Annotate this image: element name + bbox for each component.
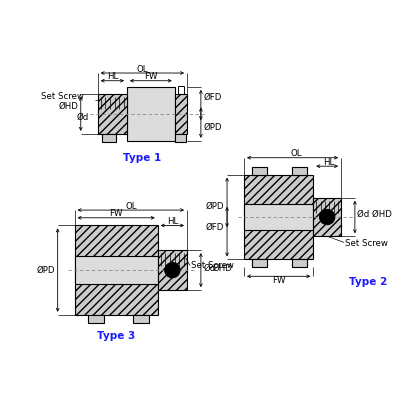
Text: ØPD: ØPD (204, 123, 223, 132)
Bar (252, 259, 267, 267)
Text: Ød ØHD: Ød ØHD (357, 209, 392, 218)
Text: Type 3: Type 3 (97, 332, 135, 342)
Bar (102, 134, 116, 141)
Text: Set Screw: Set Screw (41, 92, 84, 102)
Text: HL: HL (323, 158, 334, 167)
Bar (89, 315, 104, 322)
Text: FW: FW (109, 209, 123, 218)
Text: ØFD: ØFD (206, 223, 224, 232)
Text: OL: OL (136, 64, 148, 74)
Text: Ød: Ød (203, 263, 215, 272)
Text: ØHD: ØHD (59, 102, 79, 111)
Text: ØHD: ØHD (213, 263, 232, 272)
Text: OL: OL (125, 202, 136, 211)
Text: FW: FW (144, 72, 158, 82)
Text: OL: OL (291, 149, 302, 158)
Text: ØPD: ØPD (206, 202, 224, 211)
Bar (74, 256, 158, 284)
Bar (74, 225, 158, 315)
Bar (127, 87, 175, 141)
Text: HL: HL (167, 217, 178, 226)
Bar (252, 167, 267, 175)
Bar (244, 204, 313, 230)
Text: ØPD: ØPD (36, 266, 54, 275)
Bar (176, 134, 186, 141)
Text: Type 1: Type 1 (123, 153, 161, 163)
Text: Set Screw: Set Screw (191, 261, 234, 270)
Circle shape (319, 209, 335, 225)
Text: Ød: Ød (76, 113, 89, 122)
Bar (244, 175, 313, 259)
Bar (158, 250, 187, 290)
Bar (175, 94, 187, 134)
Bar (133, 315, 149, 322)
Text: Set Screw: Set Screw (345, 240, 388, 248)
Bar (292, 167, 307, 175)
Text: HL: HL (107, 72, 118, 82)
Text: ØFD: ØFD (204, 93, 222, 102)
Circle shape (165, 262, 180, 278)
Bar (292, 259, 307, 267)
Bar (98, 94, 127, 134)
Bar (313, 198, 341, 236)
Text: Type 2: Type 2 (349, 277, 387, 287)
Text: FW: FW (272, 276, 285, 285)
